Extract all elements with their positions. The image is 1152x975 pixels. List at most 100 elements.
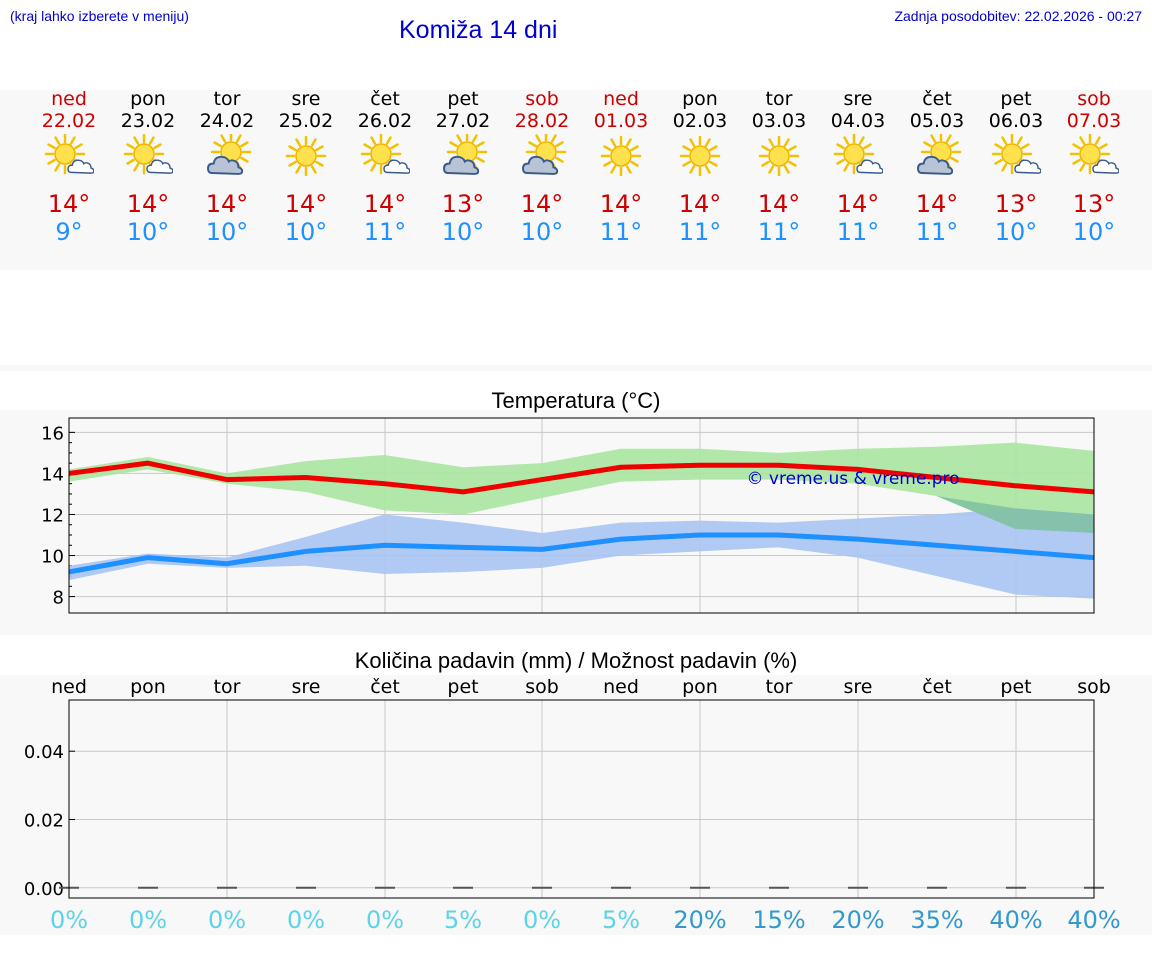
day-name: pon <box>130 88 166 110</box>
temp-min: 10° <box>126 218 170 246</box>
y-tick-label: 0.02 <box>24 810 64 831</box>
day-label: pon <box>682 676 718 698</box>
max-temp-range-band <box>69 442 1094 533</box>
day-date: 07.03 <box>1066 110 1122 132</box>
temp-max: 14° <box>678 190 722 218</box>
temp-min: 11° <box>599 218 643 246</box>
day-date: 24.02 <box>199 110 255 132</box>
day-name: sob <box>1077 88 1111 110</box>
precip-bar <box>927 886 947 889</box>
day-name: sre <box>291 88 321 110</box>
precip-probability: 20% <box>673 906 726 934</box>
temp-max: 14° <box>520 190 564 218</box>
day-date: 26.02 <box>357 110 413 132</box>
day-label: tor <box>766 676 793 698</box>
separator-band <box>0 365 1152 371</box>
day-date: 05.03 <box>909 110 965 132</box>
day-date: 22.02 <box>41 110 97 132</box>
sun-icon <box>281 134 331 182</box>
day-label: ned <box>603 676 639 698</box>
precip-bar <box>532 886 552 889</box>
sun-cloud-icon <box>123 133 174 182</box>
day-label: sob <box>525 676 559 698</box>
forecast-day: sre 25.02 14° 10° <box>261 88 351 246</box>
precip-bar <box>453 886 473 889</box>
precip-probability: 0% <box>129 906 167 934</box>
plot-frame <box>68 417 1095 614</box>
y-tick-label: 12 <box>41 505 64 526</box>
day-label: tor <box>214 676 241 698</box>
day-date: 25.02 <box>278 110 334 132</box>
min-temp-line <box>68 532 1095 575</box>
sun-cloud-icon <box>360 133 411 182</box>
precip-probability: 15% <box>752 906 805 934</box>
day-date: 03.03 <box>751 110 807 132</box>
temp-min: 11° <box>757 218 801 246</box>
day-name: tor <box>213 88 241 110</box>
precip-probability: 0% <box>523 906 561 934</box>
day-date: 23.02 <box>120 110 176 132</box>
sun-icon <box>754 134 804 182</box>
precip-probability: 40% <box>989 906 1042 934</box>
temp-min: 10° <box>994 218 1038 246</box>
day-label: čet <box>370 676 400 698</box>
precip-probability: 40% <box>1067 906 1120 934</box>
precip-probability: 0% <box>50 906 88 934</box>
location-note: (kraj lahko izberete v meniju) <box>10 8 189 24</box>
temp-min: 11° <box>836 218 880 246</box>
sun-cloud-icon <box>1069 133 1120 182</box>
forecast-day: tor 03.03 14° 11° <box>734 88 824 246</box>
forecast-band <box>0 90 1152 270</box>
temp-max: 14° <box>757 190 801 218</box>
y-tick-label: 14 <box>41 464 64 485</box>
day-name: pet <box>447 88 479 110</box>
precip-bar <box>1006 886 1026 889</box>
day-name: pon <box>682 88 718 110</box>
y-tick-label: 8 <box>53 588 64 609</box>
temp-max: 14° <box>284 190 328 218</box>
day-date: 04.03 <box>830 110 886 132</box>
forecast-day: sob 28.02 14° 10° <box>497 88 587 246</box>
day-name: sob <box>525 88 559 110</box>
temperature-chart: 8 10 12 14 16 © vreme.us & vreme.pro <box>41 417 1095 614</box>
precip-probability: 0% <box>208 906 246 934</box>
temp-max: 13° <box>1072 190 1116 218</box>
temp-max: 14° <box>205 190 249 218</box>
overlap-band <box>936 496 1094 533</box>
last-updated: Zadnja posodobitev: 22.02.2026 - 00:27 <box>894 8 1142 24</box>
min-temp-range-band <box>69 508 1094 599</box>
day-date: 28.02 <box>514 110 570 132</box>
temp-min: 11° <box>678 218 722 246</box>
temp-max: 13° <box>441 190 485 218</box>
forecast-day: pon 02.03 14° 11° <box>655 88 745 246</box>
sun-cloud-icon <box>833 133 884 182</box>
day-date: 01.03 <box>593 110 649 132</box>
day-name: sre <box>843 88 873 110</box>
y-tick-label: 0.00 <box>24 879 64 900</box>
temperature-chart-title: Temperatura (°C) <box>491 388 661 413</box>
day-name: čet <box>370 88 400 110</box>
cloud-sun-icon <box>438 131 488 182</box>
precip-probability: 5% <box>444 906 482 934</box>
precip-bar <box>848 886 868 889</box>
day-label: sre <box>292 676 321 698</box>
cloud-sun-icon <box>202 131 252 182</box>
sun-icon <box>596 134 646 182</box>
precip-bar <box>611 886 631 889</box>
day-name: ned <box>51 88 87 110</box>
cloud-sun-icon <box>912 131 962 182</box>
max-temp-line <box>68 460 1095 495</box>
watermark: © vreme.us & vreme.pro <box>746 469 959 489</box>
temp-min: 10° <box>205 218 249 246</box>
forecast-day: sre 04.03 14° 11° <box>813 88 903 246</box>
y-tick-label: 16 <box>41 423 64 444</box>
precip-bar <box>690 886 710 889</box>
precip-probability: 5% <box>602 906 640 934</box>
forecast-day: sob 07.03 13° 10° <box>1049 88 1139 246</box>
temp-min: 11° <box>363 218 407 246</box>
precip-bar <box>375 886 395 889</box>
precip-probability: 35% <box>910 906 963 934</box>
y-tick-label: 0.04 <box>24 742 64 763</box>
page-title: Komiža 14 dni <box>399 16 558 44</box>
sun-icon <box>675 134 725 182</box>
